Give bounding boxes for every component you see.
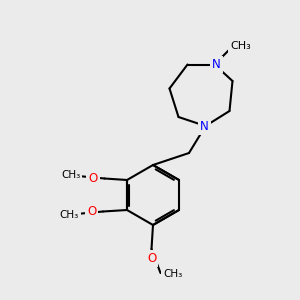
Text: O: O (147, 252, 156, 265)
Text: O: O (87, 205, 96, 218)
Text: CH₃: CH₃ (163, 268, 182, 279)
Text: O: O (88, 172, 98, 185)
Text: N: N (200, 119, 208, 133)
Text: N: N (212, 58, 220, 71)
Text: CH₃: CH₃ (230, 41, 251, 52)
Text: CH₃: CH₃ (59, 209, 79, 220)
Text: CH₃: CH₃ (61, 170, 80, 181)
